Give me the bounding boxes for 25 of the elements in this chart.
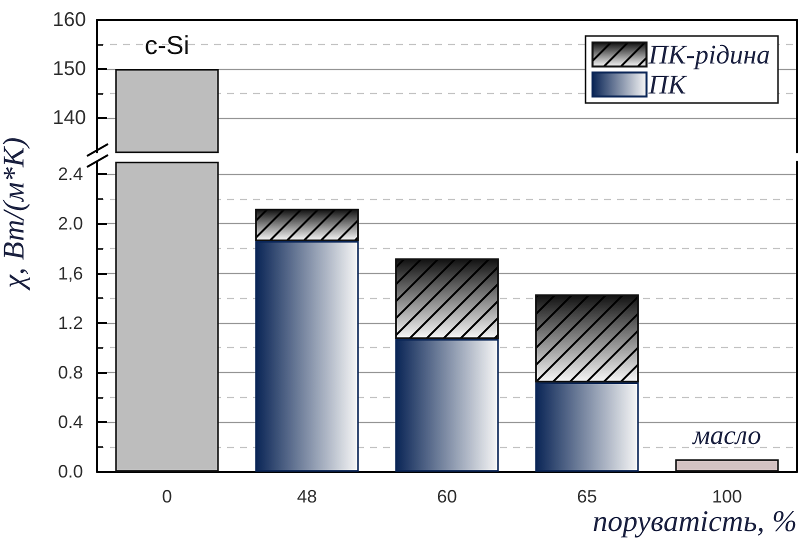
- annotation: c-Si: [144, 30, 190, 60]
- bar: [395, 339, 499, 472]
- legend-label: ПК-рідина: [648, 40, 770, 70]
- y-tick-label: 140: [52, 107, 86, 129]
- legend-label: ПК: [648, 70, 688, 100]
- y-tick-label: 1.2: [58, 312, 83, 333]
- y-tick-label: 150: [52, 58, 86, 80]
- y-tick-label: 0.8: [58, 362, 83, 382]
- y-tick-label: 0.0: [58, 462, 83, 482]
- x-tick-label: 0: [162, 486, 172, 507]
- y-tick-label: 1,6: [58, 263, 83, 284]
- y-tick-label: 2.0: [58, 214, 83, 234]
- bar: [535, 382, 639, 472]
- y-tick-label: 160: [52, 9, 86, 31]
- x-axis-title: поруватість, %: [592, 505, 797, 538]
- bar: [675, 459, 779, 472]
- x-tick-label: 60: [436, 486, 458, 507]
- x-tick-label: 48: [296, 486, 318, 507]
- y-tick-label: 0.4: [58, 412, 83, 432]
- y-tick-label: 2.4: [58, 164, 83, 184]
- annotation: масло: [692, 420, 762, 450]
- x-tick-label: 65: [576, 486, 598, 507]
- x-tick-label: 100: [712, 486, 742, 507]
- bar: [255, 241, 359, 472]
- y-axis-title: χ, Вт/(м*К): [0, 137, 30, 292]
